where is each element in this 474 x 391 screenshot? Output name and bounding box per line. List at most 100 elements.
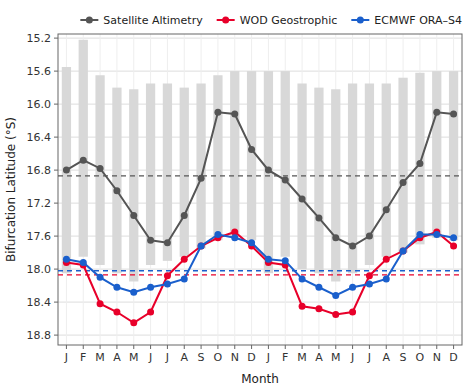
y-grid-line <box>58 71 462 72</box>
y-tick <box>54 38 58 39</box>
y-tick <box>54 71 58 72</box>
series-marker <box>349 284 356 291</box>
series-marker <box>97 165 104 172</box>
series-marker <box>416 160 423 167</box>
x-tick-label: D <box>247 351 255 364</box>
x-tick <box>100 345 101 349</box>
y-tick-label: 16.8 <box>27 164 52 177</box>
y-tick <box>54 203 58 204</box>
y-grid-line <box>58 302 462 303</box>
range-bar <box>79 40 88 257</box>
x-tick-label: A <box>113 351 121 364</box>
series-line <box>66 112 453 246</box>
x-tick-label: A <box>315 351 323 364</box>
series-marker <box>400 247 407 254</box>
y-tick-label: 17.6 <box>27 230 52 243</box>
y-tick-label: 18.8 <box>27 329 52 342</box>
x-tick-label: F <box>80 351 86 364</box>
x-tick <box>352 345 353 349</box>
legend-label: Satellite Altimetry <box>103 14 203 27</box>
series-marker <box>63 256 70 263</box>
series-marker <box>164 239 171 246</box>
x-tick <box>66 345 67 349</box>
series-marker <box>80 259 87 266</box>
x-tick <box>116 345 117 349</box>
range-bar <box>95 75 104 265</box>
x-tick <box>150 345 151 349</box>
y-tick <box>54 236 58 237</box>
y-tick <box>54 302 58 303</box>
series-marker <box>80 157 87 164</box>
x-tick-label: J <box>266 351 270 364</box>
range-bar <box>163 83 172 260</box>
series-marker <box>416 231 423 238</box>
series-marker <box>450 234 457 241</box>
series-marker <box>231 234 238 241</box>
legend-marker <box>357 17 364 24</box>
x-tick <box>369 345 370 349</box>
series-line <box>66 234 453 295</box>
x-tick <box>133 345 134 349</box>
series-marker <box>400 247 407 254</box>
series-marker <box>383 256 390 263</box>
series-marker <box>315 305 322 312</box>
y-tick <box>54 335 58 336</box>
series-marker <box>181 212 188 219</box>
y-grid-line <box>58 38 462 39</box>
series-marker <box>366 280 373 287</box>
x-tick <box>201 345 202 349</box>
series-marker <box>181 276 188 283</box>
y-tick-label: 18.0 <box>27 263 52 276</box>
series-marker <box>130 319 137 326</box>
x-tick <box>436 345 437 349</box>
x-tick-label: J <box>367 351 371 364</box>
x-tick-label: A <box>382 351 390 364</box>
series-marker <box>299 195 306 202</box>
series-marker <box>282 177 289 184</box>
series-marker <box>113 309 120 316</box>
legend-label: WOD Geostrophic <box>240 14 338 27</box>
x-tick <box>386 345 387 349</box>
series-marker <box>265 256 272 263</box>
series-marker <box>383 206 390 213</box>
x-tick-label: O <box>214 351 223 364</box>
x-tick <box>419 345 420 349</box>
x-tick-label: J <box>165 351 169 364</box>
series-marker <box>198 243 205 250</box>
series-marker <box>147 284 154 291</box>
legend-item: Satellite Altimetry <box>80 14 203 27</box>
series-marker <box>164 280 171 287</box>
series-marker <box>332 234 339 241</box>
range-bar <box>348 83 357 273</box>
x-tick-label: M <box>95 351 105 364</box>
series-marker <box>332 292 339 299</box>
x-tick <box>285 345 286 349</box>
series-marker <box>164 272 171 279</box>
x-tick-label: M <box>129 351 139 364</box>
series-marker <box>282 257 289 264</box>
series-marker <box>433 109 440 116</box>
x-tick <box>217 345 218 349</box>
range-bar <box>331 89 340 281</box>
x-tick <box>403 345 404 349</box>
x-axis-label: Month <box>241 372 279 386</box>
range-bar <box>398 78 407 253</box>
x-tick-label: S <box>400 351 407 364</box>
series-marker <box>299 276 306 283</box>
plot-frame <box>58 34 462 345</box>
series-marker <box>97 274 104 281</box>
x-tick <box>335 345 336 349</box>
x-tick-label: S <box>198 351 205 364</box>
y-tick-label: 16.4 <box>27 131 52 144</box>
series-marker <box>214 109 221 116</box>
mean-line <box>58 270 462 271</box>
y-tick-label: 17.2 <box>27 197 52 210</box>
x-tick-label: O <box>416 351 425 364</box>
series-marker <box>383 276 390 283</box>
y-tick-label: 15.2 <box>27 32 52 45</box>
x-tick <box>184 345 185 349</box>
series-marker <box>315 214 322 221</box>
mean-line <box>58 175 462 176</box>
chart: 15.215.616.016.416.817.217.618.018.418.8… <box>0 0 474 391</box>
x-tick <box>167 345 168 349</box>
